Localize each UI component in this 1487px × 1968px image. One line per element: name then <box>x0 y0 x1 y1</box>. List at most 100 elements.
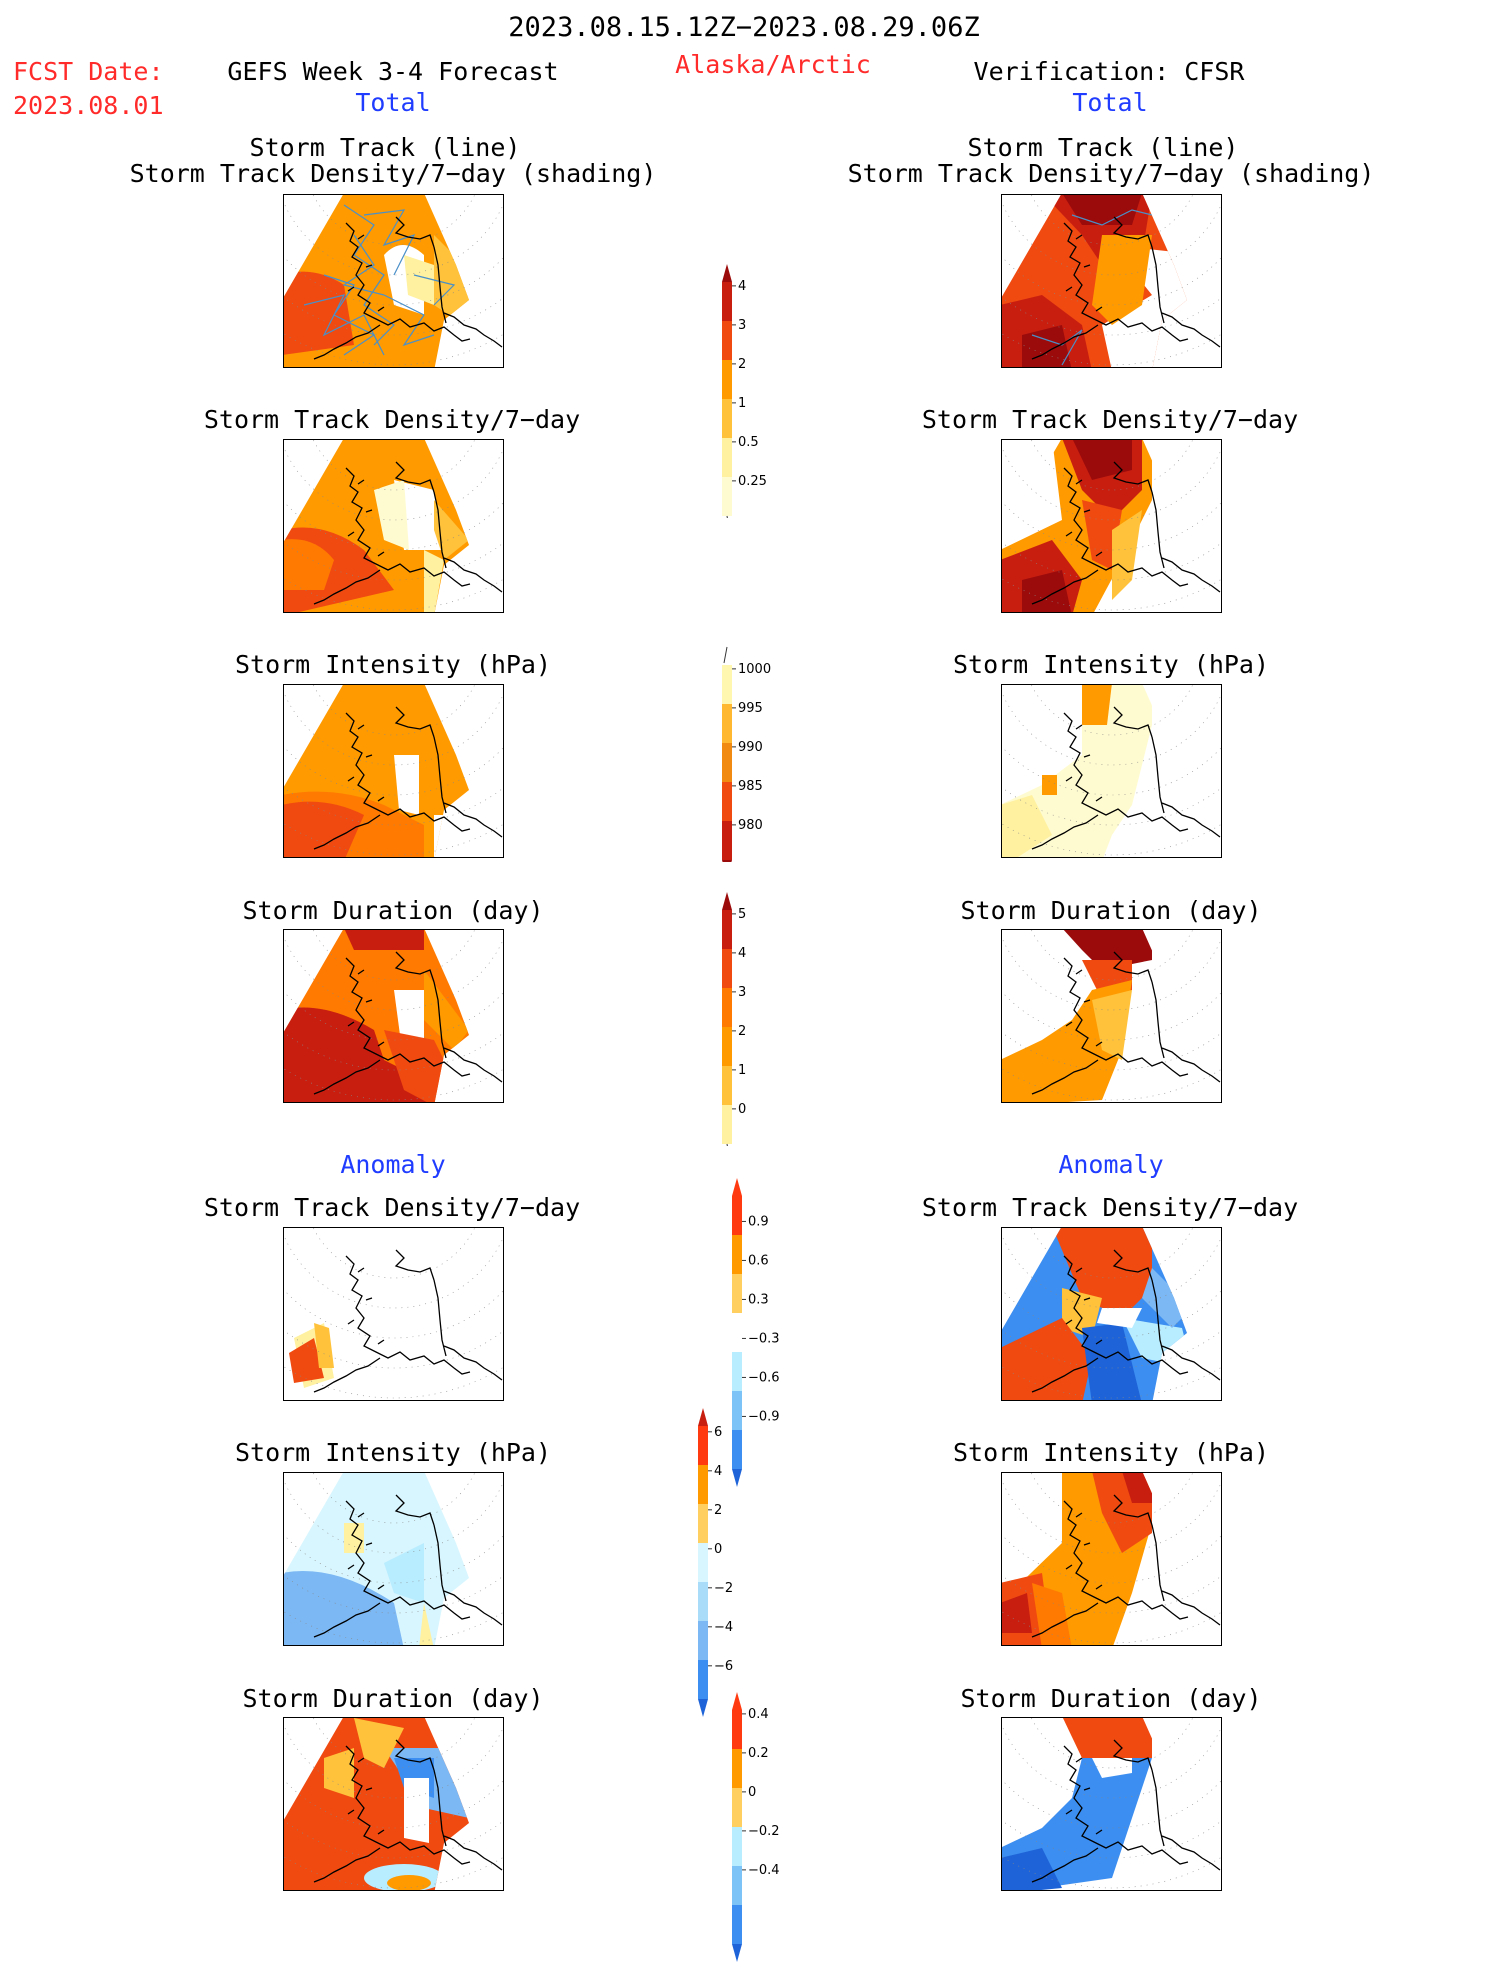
colorbar-label: 990 <box>738 740 763 755</box>
forecast-title: GEFS Week 3-4 Forecast <box>227 57 559 86</box>
colorbar-label: −0.4 <box>748 1863 780 1878</box>
map-density-total-fcst <box>283 439 504 613</box>
colorbar-label: 3 <box>738 318 746 333</box>
map-shading <box>1002 440 1187 612</box>
colorbar-segment <box>722 704 732 743</box>
colorbar-arrow-top <box>722 892 732 910</box>
map-shading <box>284 930 469 1102</box>
panel-title-intensity-anom-right: Storm Intensity (hPa) <box>952 1438 1270 1467</box>
shading-region <box>1092 1758 1132 1778</box>
colorbar-duration-total: 5 4 3 2 1 0 <box>718 890 798 1161</box>
shading-region <box>314 1323 334 1368</box>
colorbar-arrow-top <box>722 264 732 282</box>
colorbar-label: 4 <box>738 946 746 961</box>
colorbar-segment <box>722 782 732 821</box>
colorbar-segment <box>722 910 732 949</box>
storm-track-lines <box>303 204 456 356</box>
colorbar-label: 0.2 <box>748 1746 769 1761</box>
colorbar-segment <box>722 1066 732 1105</box>
map-duration-total-cfsr <box>1001 929 1222 1103</box>
colorbar-end-line <box>723 646 728 664</box>
colorbar-segment <box>732 1274 742 1313</box>
colorbar-label: 4 <box>714 1464 722 1479</box>
panel-title-duration-anom-left: Storm Duration (day) <box>242 1684 544 1713</box>
coastline <box>1031 461 1221 605</box>
coastline <box>1031 1739 1221 1883</box>
shading-region <box>1062 1288 1102 1338</box>
colorbar-segment <box>698 1426 708 1465</box>
coastline <box>313 706 503 850</box>
colorbar-arrow-bottom <box>722 860 732 878</box>
panel-title-track-line-left: Storm Track (line) <box>249 133 521 162</box>
shading-region <box>404 1778 429 1843</box>
shading-region <box>1022 570 1072 612</box>
coastline <box>1031 1249 1221 1393</box>
map-density-anom-cfsr <box>1001 1227 1222 1401</box>
panel-title-duration-right: Storm Duration (day) <box>960 896 1262 925</box>
map-grid <box>284 1228 503 1399</box>
map-svg <box>1002 685 1221 857</box>
colorbar-arrow-bottom <box>698 1699 708 1717</box>
panel-title-density-left: Storm Track Density/7−day <box>203 405 581 434</box>
colorbar-segment <box>732 1430 742 1469</box>
map-svg <box>1002 930 1221 1102</box>
map-shading <box>1002 1228 1187 1400</box>
shading-region <box>387 1875 431 1890</box>
shading-region <box>384 1030 454 1102</box>
shading-region <box>1062 1718 1152 1768</box>
shading-region <box>1002 1318 1092 1400</box>
colorbar-end-line <box>726 1143 731 1161</box>
coastline <box>1031 216 1221 360</box>
map-shading <box>284 1228 469 1400</box>
region-title: Alaska/Arctic <box>675 50 871 79</box>
map-intensity-total-fcst <box>283 684 504 858</box>
map-shading <box>1002 1473 1187 1645</box>
map-shading <box>284 1718 469 1890</box>
colorbar-density-total: 4 3 2 1 0.5 0.25 <box>718 262 798 533</box>
colorbar-label: 5 <box>738 907 746 922</box>
shading-region <box>1122 1473 1152 1503</box>
panel-title-intensity-right: Storm Intensity (hPa) <box>952 650 1270 679</box>
total-label-left: Total <box>355 88 431 117</box>
fcst-date-value: 2023.08.01 <box>13 91 164 120</box>
map-duration-total-fcst <box>283 929 504 1103</box>
colorbar-segment <box>732 1391 742 1430</box>
colorbar-arrow-bottom <box>732 1944 742 1962</box>
colorbar-segment <box>732 1352 742 1391</box>
colorbar-label: 0.3 <box>748 1292 769 1307</box>
panel-title-intensity-left: Storm Intensity (hPa) <box>234 650 552 679</box>
coastline <box>313 461 503 605</box>
colorbar-label: 0 <box>738 1102 746 1117</box>
panel-title-track-shading-left: Storm Track Density/7−day (shading) <box>129 159 657 188</box>
colorbar-label: −0.9 <box>748 1409 780 1424</box>
colorbar-label: 0.25 <box>738 474 767 489</box>
shading-region <box>1002 795 1052 857</box>
coastline <box>313 1739 503 1883</box>
map-shading <box>284 195 469 367</box>
coastline <box>313 1249 503 1393</box>
anomaly-label-right: Anomaly <box>1058 1150 1164 1179</box>
colorbar-label: 0.4 <box>748 1707 769 1722</box>
map-grid <box>1002 930 1221 1101</box>
map-grid <box>284 1718 503 1889</box>
colorbar-segment <box>698 1582 708 1621</box>
shading-region <box>1022 325 1072 367</box>
map-density-anom-fcst <box>283 1227 504 1401</box>
map-shading <box>284 1473 469 1645</box>
shading-region <box>1082 685 1112 725</box>
colorbar-label: 0.5 <box>738 435 759 450</box>
colorbar-segment <box>698 1621 708 1660</box>
colorbar-segment <box>722 321 732 360</box>
colorbar-label: −4 <box>714 1620 733 1635</box>
colorbar-segment <box>732 1196 742 1235</box>
map-shading <box>1002 930 1187 1102</box>
shading-region <box>434 500 469 560</box>
shading-region <box>419 1603 434 1645</box>
panel-title-track-shading-right: Storm Track Density/7−day (shading) <box>847 159 1375 188</box>
colorbar-intensity-total: 1000 995 990 985 980 <box>718 645 798 878</box>
panel-title-duration-anom-right: Storm Duration (day) <box>960 1684 1262 1713</box>
colorbar-label: 4 <box>738 279 746 294</box>
anomaly-label-left: Anomaly <box>340 1150 446 1179</box>
map-track-total-fcst <box>283 194 504 368</box>
map-grid <box>1002 685 1221 856</box>
